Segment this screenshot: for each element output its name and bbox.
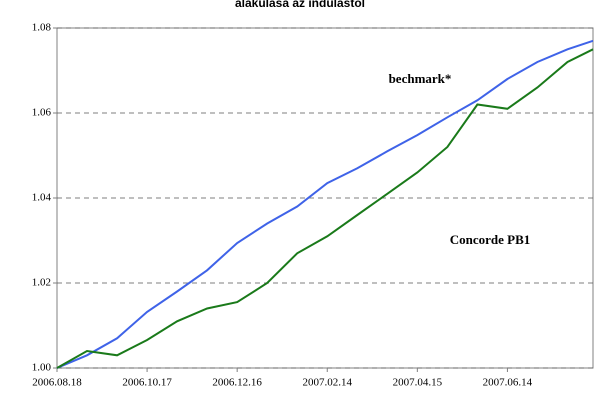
x-tick-label: 2006.10.17 [122,377,172,389]
x-tick-label: 2007.02.14 [303,377,353,389]
y-tick-label: 1.04 [32,192,52,204]
y-tick-label: 1.06 [32,107,52,119]
chart-title: alakulása az indulástól [235,0,365,10]
x-tick-label: 2006.08.18 [32,377,82,389]
y-tick-label: 1.08 [32,22,52,34]
series-line [56,39,594,369]
series-label: Concorde PB1 [450,232,531,247]
series-label: bechmark* [389,71,452,86]
y-tick-label: 1.00 [32,362,52,374]
x-tick-label: 2007.04.15 [393,377,443,389]
y-tick-label: 1.02 [32,277,51,289]
plot-area [56,27,594,369]
x-tick-label: 2006.12.16 [212,377,262,389]
x-tick-label: 2007.06.14 [483,377,533,389]
series-line [56,48,594,369]
